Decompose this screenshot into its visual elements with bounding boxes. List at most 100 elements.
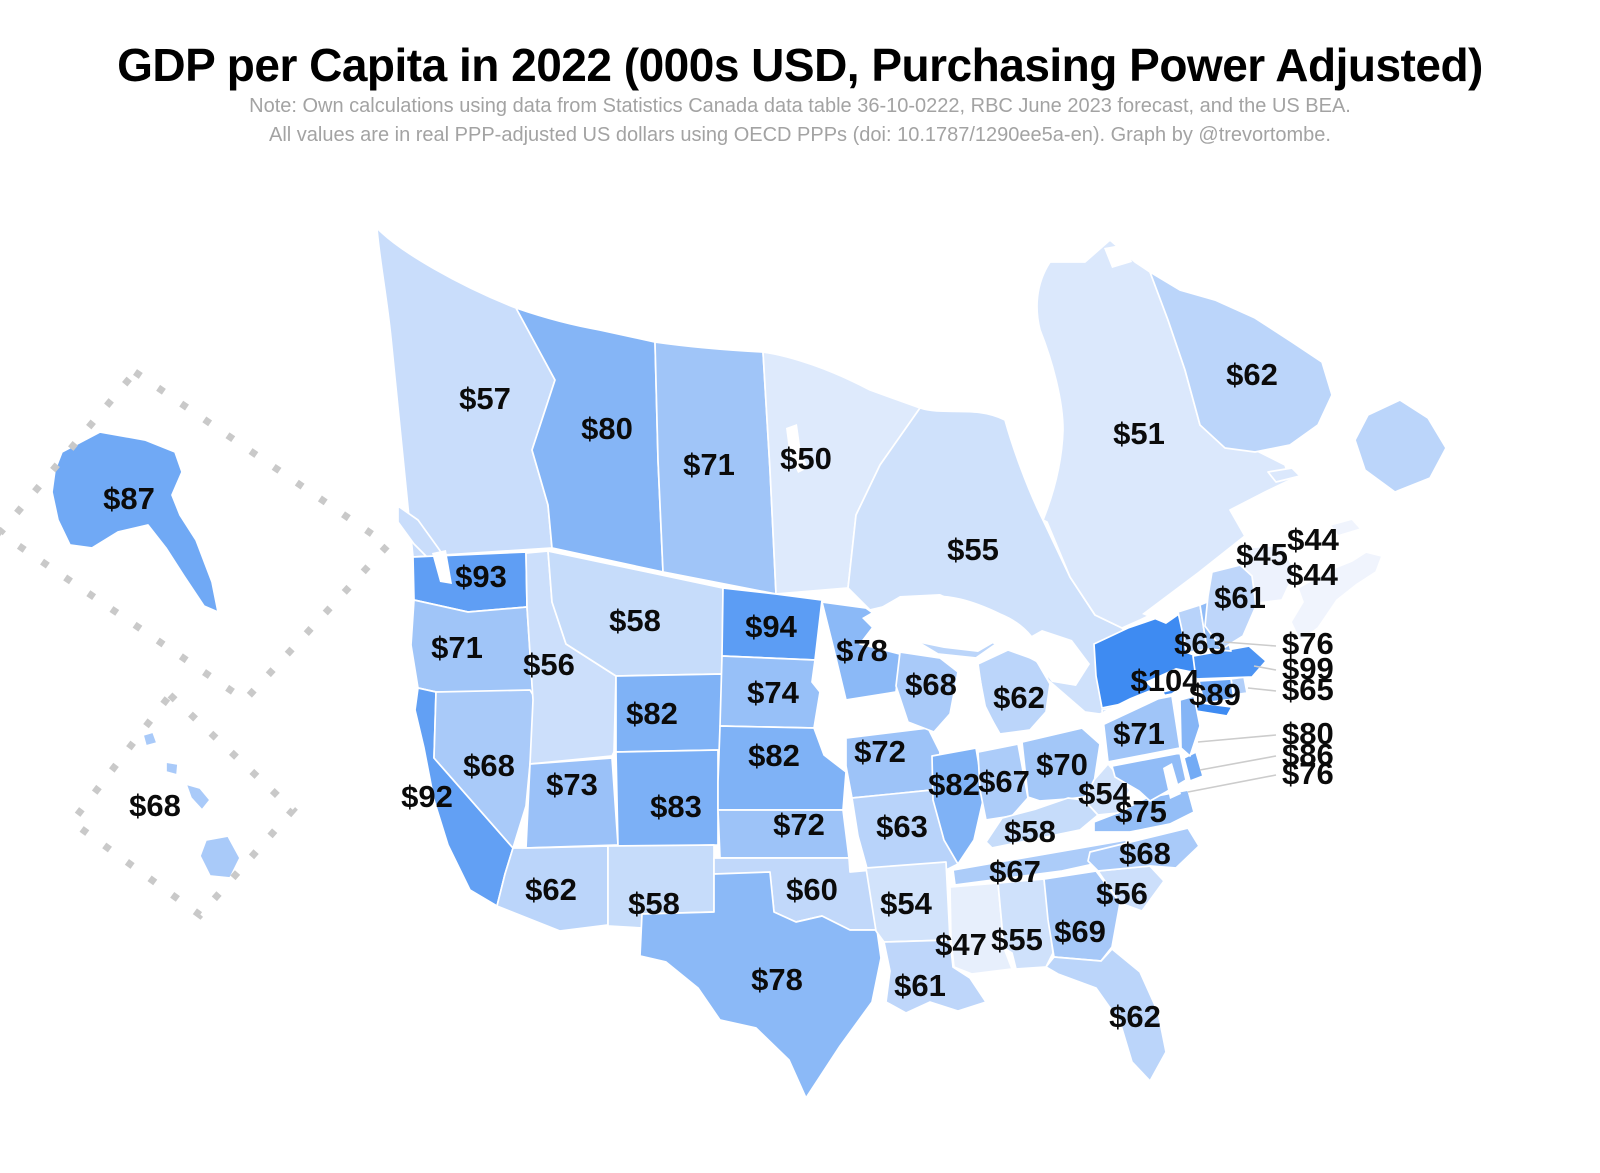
region-hawaii-part2 bbox=[142, 731, 158, 747]
value-label-british-columbia: $57 bbox=[459, 381, 511, 416]
value-label-wisconsin: $68 bbox=[905, 667, 957, 702]
value-label-north-carolina: $68 bbox=[1119, 836, 1171, 871]
value-label-alaska: $87 bbox=[103, 481, 155, 516]
region-hawaii-part4 bbox=[185, 783, 211, 811]
leader-line-new-hampshire bbox=[1223, 641, 1277, 647]
region-nova-scotia bbox=[1290, 551, 1383, 642]
region-north-dakota bbox=[721, 587, 823, 661]
region-quebec-part2 bbox=[1267, 467, 1301, 483]
value-label-ohio: $70 bbox=[1036, 747, 1088, 782]
region-prince-edward-island bbox=[1329, 518, 1362, 537]
leader-line-maryland bbox=[1187, 774, 1277, 793]
region-connecticut bbox=[1198, 678, 1235, 704]
value-label-washington: $93 bbox=[455, 559, 507, 594]
water-body bbox=[1094, 686, 1166, 726]
value-label-new-mexico: $58 bbox=[628, 886, 680, 921]
region-maine bbox=[1204, 564, 1257, 650]
region-hawaii bbox=[199, 835, 241, 879]
water-body bbox=[432, 550, 452, 584]
value-label-indiana: $67 bbox=[978, 764, 1030, 799]
value-label-newfoundland-and-labrador: $62 bbox=[1226, 357, 1278, 392]
value-label-idaho: $56 bbox=[523, 647, 575, 682]
value-label-hawaii: $68 bbox=[129, 788, 181, 823]
region-texas bbox=[639, 871, 882, 1099]
leader-line-massachusetts bbox=[1253, 665, 1277, 671]
value-label-ontario: $55 bbox=[947, 532, 999, 567]
value-label-new-york: $104 bbox=[1131, 663, 1201, 698]
value-label-massachusetts: $99 bbox=[1282, 651, 1334, 686]
water-body bbox=[1104, 244, 1132, 268]
value-label-quebec: $51 bbox=[1113, 416, 1165, 451]
value-label-maine: $61 bbox=[1214, 580, 1266, 615]
value-label-texas: $78 bbox=[751, 962, 803, 997]
leader-line-delaware bbox=[1199, 755, 1277, 771]
value-label-nevada: $68 bbox=[463, 748, 515, 783]
value-label-new-jersey: $80 bbox=[1282, 716, 1334, 751]
region-new-jersey bbox=[1179, 695, 1201, 757]
value-label-west-virginia: $54 bbox=[1078, 776, 1130, 811]
value-label-nebraska: $82 bbox=[748, 738, 800, 773]
region-newfoundland-and-labrador-part2 bbox=[1354, 399, 1447, 493]
value-label-louisiana: $61 bbox=[894, 968, 946, 1003]
value-label-michigan: $62 bbox=[993, 680, 1045, 715]
value-label-illinois: $82 bbox=[928, 767, 980, 802]
value-label-south-dakota: $74 bbox=[747, 675, 799, 710]
water-body bbox=[1145, 668, 1196, 694]
value-label-colorado: $83 bbox=[650, 789, 702, 824]
value-label-vermont: $63 bbox=[1174, 626, 1226, 661]
region-north-carolina bbox=[1087, 827, 1200, 872]
hawaii-inset-dotted-border bbox=[67, 689, 298, 920]
value-label-oklahoma: $60 bbox=[786, 872, 838, 907]
value-label-california: $92 bbox=[401, 779, 453, 814]
value-label-maryland: $76 bbox=[1282, 756, 1334, 791]
region-wisconsin bbox=[895, 651, 959, 733]
region-maryland bbox=[1111, 752, 1187, 802]
value-label-montana: $58 bbox=[609, 603, 661, 638]
value-label-florida: $62 bbox=[1109, 999, 1161, 1034]
value-label-saskatchewan: $71 bbox=[683, 447, 735, 482]
note-line-1: Note: Own calculations using data from S… bbox=[249, 95, 1351, 117]
region-louisiana bbox=[883, 939, 987, 1014]
region-quebec bbox=[1036, 239, 1291, 629]
value-label-oregon: $71 bbox=[431, 630, 483, 665]
value-label-north-dakota: $94 bbox=[745, 609, 797, 644]
water-body bbox=[1142, 498, 1296, 624]
region-british-columbia bbox=[376, 227, 556, 558]
water-body bbox=[862, 594, 1002, 652]
value-label-tennessee: $67 bbox=[989, 854, 1041, 889]
value-label-utah: $73 bbox=[546, 767, 598, 802]
value-label-manitoba: $50 bbox=[780, 441, 832, 476]
water-body bbox=[1163, 763, 1181, 799]
value-label-connecticut: $89 bbox=[1189, 677, 1241, 712]
value-label-pennsylvania: $71 bbox=[1113, 716, 1165, 751]
value-label-kansas: $72 bbox=[773, 807, 825, 842]
region-delaware bbox=[1183, 751, 1204, 782]
water-body bbox=[1010, 630, 1090, 686]
region-alberta bbox=[515, 307, 664, 573]
note-line-2: All values are in real PPP-adjusted US d… bbox=[269, 124, 1331, 146]
value-label-alabama: $55 bbox=[991, 922, 1043, 957]
value-label-new-hampshire: $76 bbox=[1282, 626, 1334, 661]
region-massachusetts bbox=[1192, 645, 1267, 680]
water-body bbox=[786, 424, 808, 473]
value-label-arizona: $62 bbox=[525, 872, 577, 907]
value-label-georgia: $69 bbox=[1054, 914, 1106, 949]
water-body bbox=[958, 664, 1000, 744]
value-label-wyoming: $82 bbox=[626, 696, 678, 731]
page-title: GDP per Capita in 2022 (000s USD, Purcha… bbox=[117, 39, 1483, 91]
region-colorado bbox=[615, 749, 719, 848]
region-alaska bbox=[51, 431, 219, 613]
value-label-south-carolina: $56 bbox=[1096, 876, 1148, 911]
value-label-arkansas: $54 bbox=[880, 886, 932, 921]
region-nevada bbox=[433, 689, 537, 849]
region-virginia bbox=[1093, 789, 1195, 833]
value-label-minnesota: $78 bbox=[836, 633, 888, 668]
value-label-missouri: $63 bbox=[876, 809, 928, 844]
region-illinois bbox=[931, 747, 985, 865]
leader-line-new-jersey bbox=[1197, 734, 1277, 743]
region-ohio bbox=[1021, 727, 1101, 802]
region-newfoundland-and-labrador bbox=[1149, 271, 1333, 453]
value-label-mississippi: $47 bbox=[935, 927, 987, 962]
value-label-nova-scotia: $44 bbox=[1286, 557, 1338, 592]
